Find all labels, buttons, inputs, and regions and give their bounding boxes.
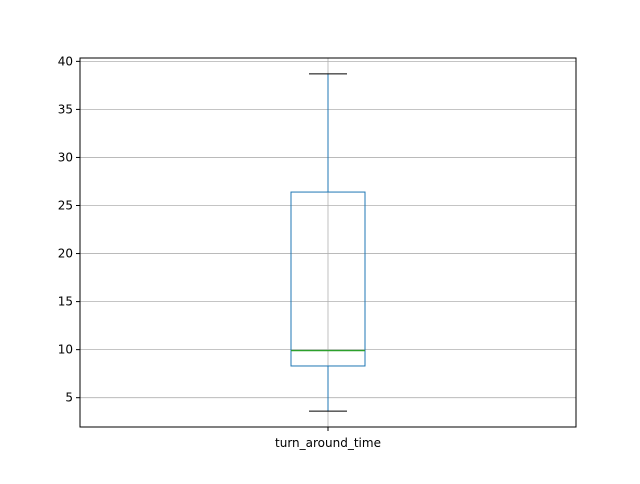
y-tick-label: 40 bbox=[58, 54, 73, 68]
tick-layer: 5 10 15 20 25 30 35 40 turn_around_time bbox=[58, 54, 381, 450]
y-tick-label: 10 bbox=[58, 343, 73, 357]
y-tick-label: 20 bbox=[58, 247, 73, 261]
x-tick-label: turn_around_time bbox=[275, 436, 381, 450]
y-tick-label: 15 bbox=[58, 295, 73, 309]
box-group bbox=[290, 73, 366, 412]
y-tick-label: 25 bbox=[58, 199, 73, 213]
y-tick-label: 5 bbox=[65, 391, 73, 405]
iqr-box bbox=[290, 191, 366, 367]
plot-layer bbox=[290, 73, 366, 412]
y-tick-label: 30 bbox=[58, 150, 73, 164]
y-tick-label: 35 bbox=[58, 102, 73, 116]
